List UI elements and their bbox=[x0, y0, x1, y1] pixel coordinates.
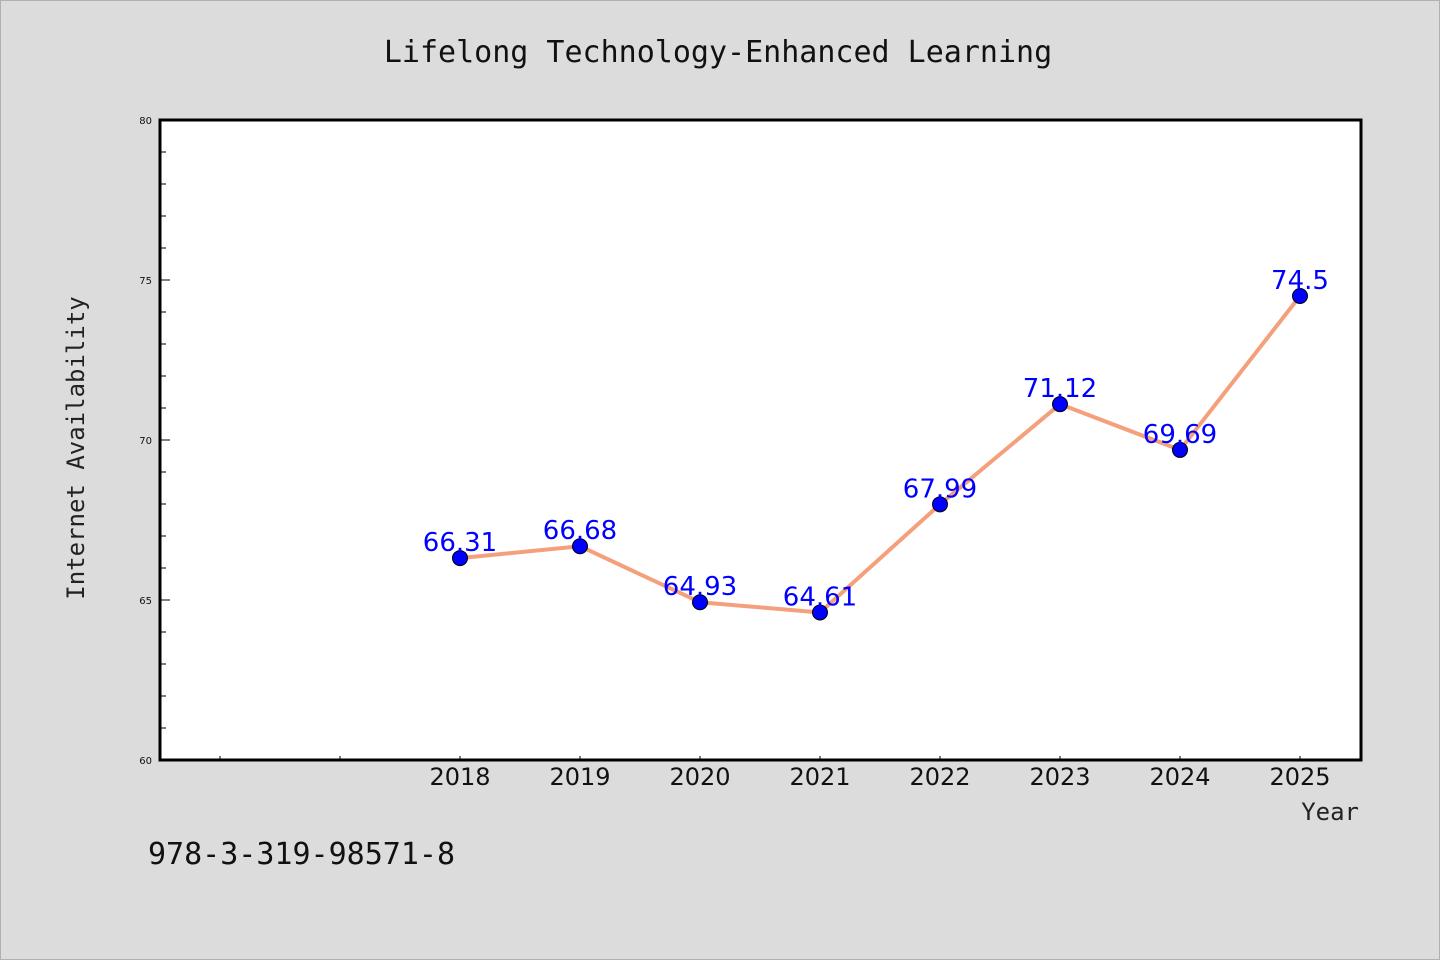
data-label: 66.31 bbox=[423, 528, 497, 558]
data-label: 64.61 bbox=[783, 582, 857, 612]
data-label: 66.68 bbox=[543, 516, 617, 546]
isbn-text: 978-3-319-98571-8 bbox=[148, 837, 455, 872]
series-line bbox=[459, 294, 1302, 615]
y-tick-label: 70 bbox=[139, 436, 152, 447]
y-axis-ticks: 60 65 70 75 80 bbox=[139, 116, 170, 767]
x-axis-label: Year bbox=[1301, 798, 1359, 826]
y-axis-label: Internet Availability bbox=[62, 296, 90, 599]
y-tick-label: 80 bbox=[139, 116, 152, 127]
data-label: 69.69 bbox=[1143, 420, 1217, 450]
data-point bbox=[1172, 441, 1188, 458]
x-tick-label: 2022 bbox=[909, 763, 970, 791]
data-point bbox=[812, 604, 828, 621]
data-point bbox=[932, 496, 948, 513]
y-tick-label: 65 bbox=[139, 596, 152, 607]
x-tick-label: 2024 bbox=[1149, 763, 1210, 791]
chart-title: Lifelong Technology-Enhanced Learning bbox=[384, 35, 1052, 70]
data-label: 67.99 bbox=[903, 474, 977, 504]
data-point bbox=[692, 594, 708, 611]
data-point bbox=[1292, 288, 1308, 304]
plot-area bbox=[158, 118, 1363, 762]
x-tick-label: 2018 bbox=[429, 763, 490, 791]
y-tick-label: 60 bbox=[139, 756, 152, 767]
y-tick-label: 75 bbox=[139, 276, 152, 287]
data-label: 74.5 bbox=[1271, 266, 1329, 296]
x-tick-label: 2025 bbox=[1269, 763, 1330, 791]
x-tick-label: 2019 bbox=[549, 763, 610, 791]
series-layer: 66.31 66.68 64.93 64.61 67.99 71.12 69.69 74.5 bbox=[423, 266, 1329, 621]
data-label: 64.93 bbox=[663, 572, 737, 602]
x-tick-label: 2021 bbox=[789, 763, 850, 791]
x-tick-label: 2020 bbox=[669, 763, 730, 791]
data-label: 71.12 bbox=[1023, 374, 1097, 404]
x-tick-label: 2023 bbox=[1029, 763, 1090, 791]
data-point bbox=[452, 550, 468, 567]
x-axis-ticks: 2018 2019 2020 2021 2022 2023 2024 2025 bbox=[219, 756, 1331, 791]
data-point bbox=[572, 538, 588, 555]
data-point bbox=[1052, 396, 1068, 413]
